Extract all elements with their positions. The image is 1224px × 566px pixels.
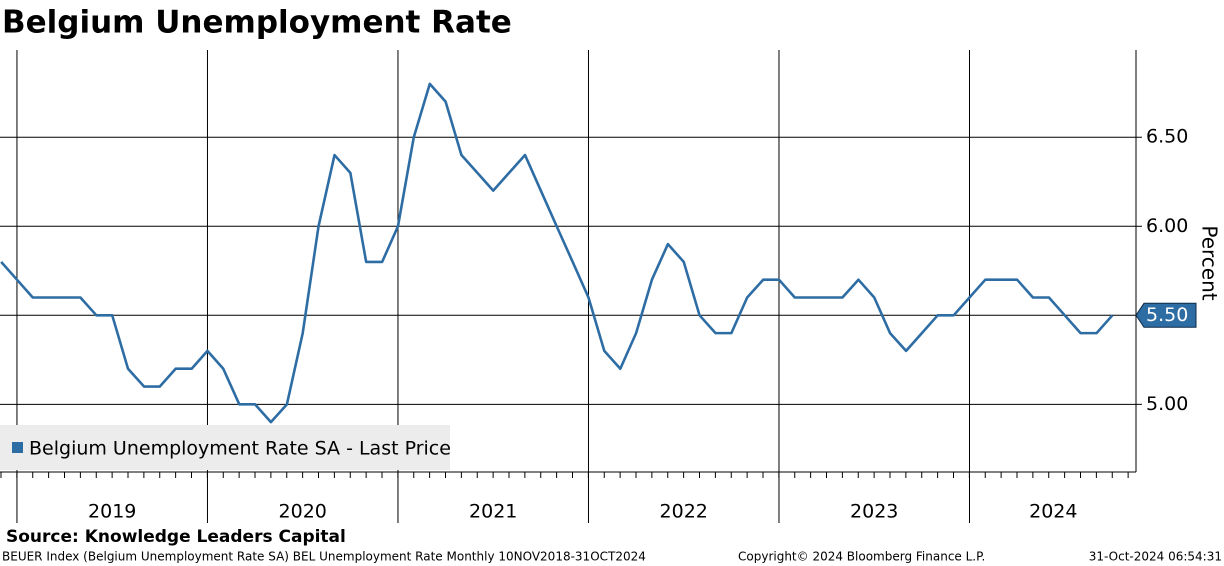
y-tick-label: 5.00 (1146, 393, 1188, 415)
legend-label: Belgium Unemployment Rate SA - Last Pric… (29, 438, 451, 460)
y-tick-label: 6.50 (1146, 126, 1188, 148)
chart-title: Belgium Unemployment Rate (2, 5, 512, 41)
x-tick-label: 2019 (88, 501, 136, 523)
x-tick-label: 2022 (660, 501, 708, 523)
source: Source: Knowledge Leaders Capital (6, 527, 346, 547)
y-tick-label: 6.00 (1146, 215, 1188, 237)
x-tick-label: 2020 (279, 501, 327, 523)
y-axis-label: Percent (1198, 225, 1222, 300)
x-tick-label: 2023 (850, 501, 898, 523)
footer-center: Copyright© 2024 Bloomberg Finance L.P. (738, 550, 985, 564)
legend-box (0, 425, 450, 470)
series-line (0, 82, 1114, 424)
last-value-label: 5.50 (1146, 304, 1188, 326)
x-tick-label: 2024 (1029, 501, 1077, 523)
legend-swatch (12, 442, 23, 453)
last-value-tag (1135, 302, 1197, 328)
footer-right: 31-Oct-2024 06:54:31 (1089, 550, 1222, 564)
x-tick-label: 2021 (469, 501, 517, 523)
footer-left: BEUER Index (Belgium Unemployment Rate S… (2, 550, 646, 564)
